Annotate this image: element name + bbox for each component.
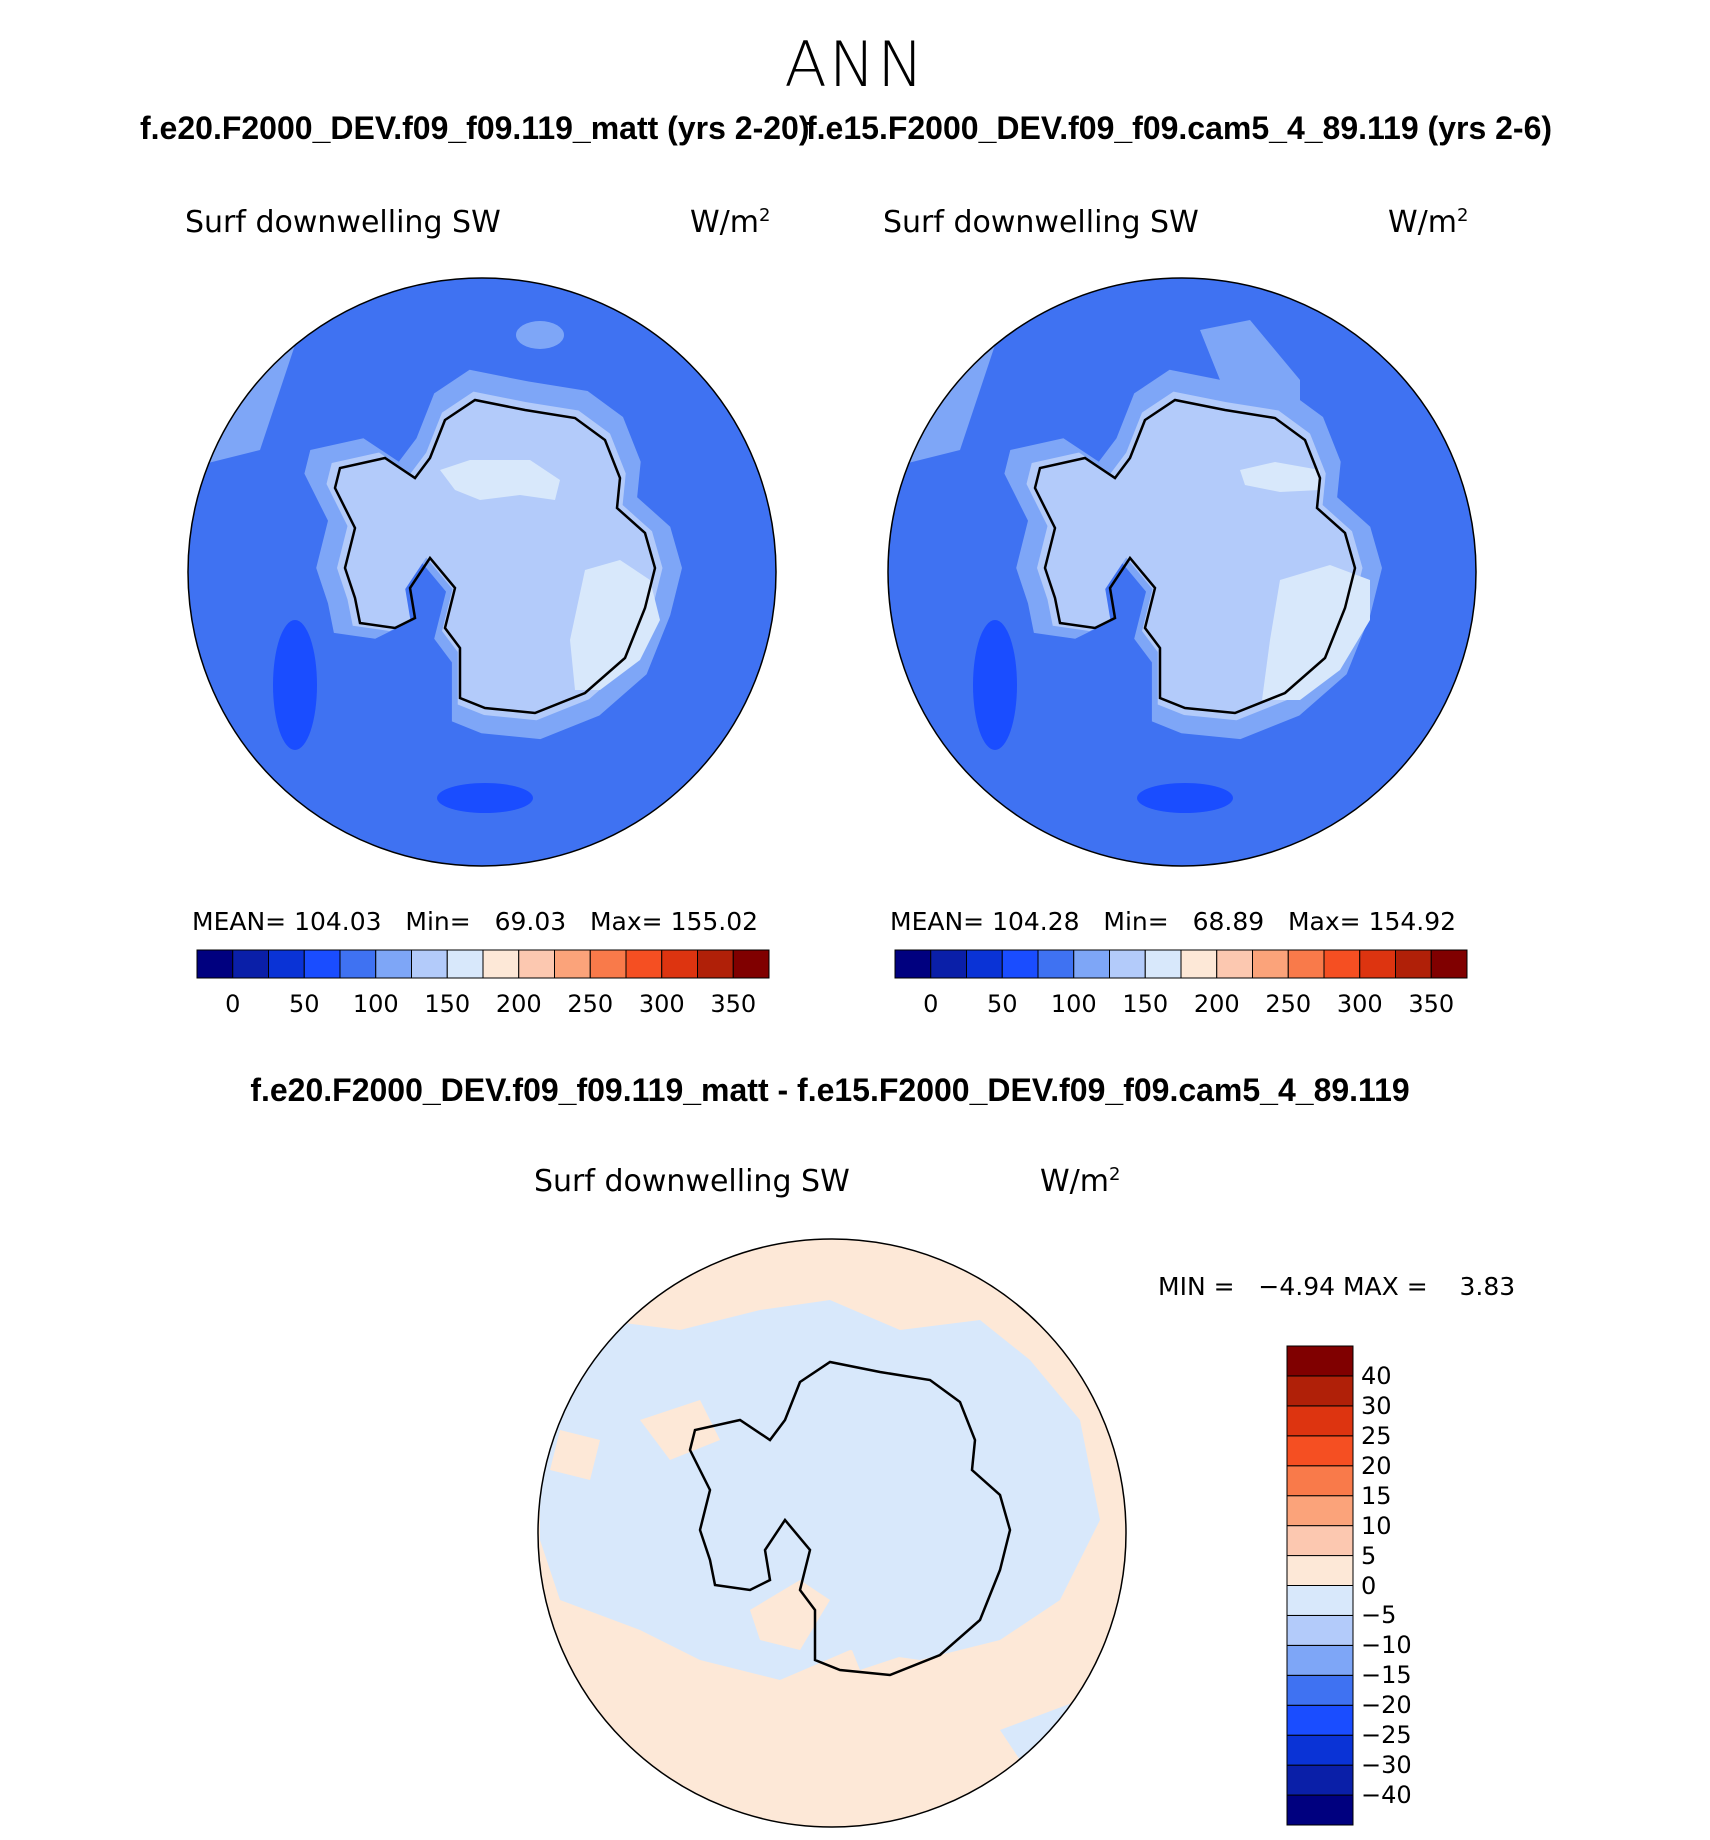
colorbar-1-swatch: [339, 949, 377, 979]
colorbar-panel-2: [894, 949, 1468, 979]
colorbar-1-swatch: [375, 949, 412, 979]
colorbar-1-swatch: [232, 949, 269, 979]
colorbar-panel-1: [196, 949, 770, 979]
panel1-units-label: W/m2: [690, 205, 771, 240]
colorbar-1-swatch: [196, 949, 234, 979]
colorbar-1-tick-label: 100: [352, 990, 399, 1018]
colorbar-3-swatch: [1286, 1495, 1354, 1527]
colorbar-2-swatch: [1001, 949, 1039, 979]
colorbar-1-tick-label: 350: [710, 990, 757, 1018]
colorbar-3-tick-label: −10: [1361, 1631, 1412, 1660]
colorbar-1-swatch: [446, 949, 484, 979]
colorbar-3-swatch: [1286, 1704, 1354, 1736]
panel2-stats: MEAN= 104.28 Min= 68.89 Max= 154.92: [890, 907, 1457, 936]
colorbar-1-swatch: [697, 949, 734, 979]
colorbar-3-swatch: [1286, 1465, 1354, 1497]
colorbar-1-tick-label: 250: [567, 990, 614, 1018]
colorbar-3-tick-label: −30: [1361, 1751, 1412, 1780]
colorbar-2-swatch: [930, 949, 967, 979]
colorbar-3-tick-label: 10: [1361, 1511, 1392, 1540]
colorbar-2-tick-label: 300: [1336, 990, 1383, 1018]
colorbar-2-swatch: [1395, 949, 1432, 979]
colorbar-panel-3: [1286, 1345, 1354, 1826]
colorbar-3-tick-label: −20: [1361, 1691, 1412, 1720]
colorbar-2-swatch: [1109, 949, 1146, 979]
colorbar-3-tick-label: 25: [1361, 1421, 1392, 1450]
colorbar-3-swatch: [1286, 1435, 1354, 1467]
colorbar-1-swatch: [732, 949, 770, 979]
colorbar-3-swatch: [1286, 1345, 1354, 1377]
colorbar-3-swatch: [1286, 1734, 1354, 1766]
colorbar-2-tick-label: 0: [923, 990, 939, 1018]
colorbar-1-swatch: [518, 949, 555, 979]
colorbar-1-swatch: [303, 949, 341, 979]
colorbar-3-swatch: [1286, 1405, 1354, 1437]
colorbar-3-tick-label: 15: [1361, 1481, 1392, 1510]
colorbar-2-swatch: [894, 949, 932, 979]
case2-title: f.e15.F2000_DEV.f09_f09.cam5_4_89.119 (y…: [806, 110, 1553, 146]
colorbar-2-swatch: [1287, 949, 1325, 979]
colorbar-1-swatch: [268, 949, 305, 979]
colorbar-2-swatch: [1323, 949, 1361, 979]
colorbar-3-swatch: [1286, 1525, 1354, 1557]
colorbar-3-swatch: [1286, 1794, 1354, 1826]
colorbar-2-swatch: [1430, 949, 1468, 979]
panel3-variable-label: Surf downwelling SW: [534, 1164, 850, 1199]
colorbar-2-swatch: [1359, 949, 1396, 979]
colorbar-2-tick-label: 200: [1193, 990, 1240, 1018]
colorbar-1-swatch: [589, 949, 627, 979]
colorbar-3-swatch: [1286, 1764, 1354, 1796]
colorbar-3-swatch: [1286, 1375, 1354, 1407]
colorbar-2-swatch: [1180, 949, 1218, 979]
colorbar-3-swatch: [1286, 1644, 1354, 1676]
colorbar-1-swatch: [554, 949, 591, 979]
colorbar-2-swatch: [1073, 949, 1110, 979]
colorbar-3-tick-label: −40: [1361, 1781, 1412, 1810]
map-panel-3: [537, 1238, 1127, 1828]
colorbar-2-swatch: [1037, 949, 1075, 979]
colorbar-3-swatch: [1286, 1585, 1354, 1616]
colorbar-3-tick-label: 20: [1361, 1451, 1392, 1480]
colorbar-1-swatch: [482, 949, 520, 979]
colorbar-2-tick-label: 150: [1122, 990, 1169, 1018]
colorbar-1-tick-label: 0: [225, 990, 241, 1018]
colorbar-1-tick-label: 200: [495, 990, 542, 1018]
colorbar-3-tick-label: −15: [1361, 1661, 1412, 1690]
colorbar-2-swatch: [1144, 949, 1182, 979]
colorbar-3-tick-label: 0: [1361, 1571, 1377, 1600]
panel1-variable-label: Surf downwelling SW: [185, 205, 501, 240]
season-title: ANN: [784, 28, 926, 101]
diff-title: f.e20.F2000_DEV.f09_f09.119_matt - f.e15…: [250, 1072, 1410, 1108]
colorbar-1-swatch: [411, 949, 448, 979]
colorbar-3-swatch: [1286, 1614, 1354, 1646]
panel3-stats: MIN = −4.94 MAX = 3.83: [1158, 1272, 1516, 1301]
panel2-variable-label: Surf downwelling SW: [883, 205, 1199, 240]
colorbar-3-tick-label: −25: [1361, 1721, 1412, 1750]
colorbar-3-swatch: [1286, 1674, 1354, 1706]
colorbar-2-tick-label: 350: [1408, 990, 1455, 1018]
colorbar-3-tick-label: 40: [1361, 1361, 1392, 1390]
colorbar-1-tick-label: 150: [424, 990, 471, 1018]
colorbar-1-tick-label: 50: [288, 990, 320, 1018]
map-panel-2: [887, 277, 1477, 867]
colorbar-2-swatch: [1252, 949, 1289, 979]
panel1-stats: MEAN= 104.03 Min= 69.03 Max= 155.02: [192, 907, 759, 936]
colorbar-2-swatch: [966, 949, 1003, 979]
colorbar-2-tick-label: 50: [986, 990, 1018, 1018]
colorbar-1-swatch: [661, 949, 698, 979]
colorbar-1-swatch: [625, 949, 663, 979]
colorbar-1-tick-label: 300: [638, 990, 685, 1018]
panel3-units-label: W/m2: [1040, 1164, 1121, 1199]
colorbar-3-tick-label: 5: [1361, 1541, 1377, 1570]
colorbar-3-swatch: [1286, 1555, 1354, 1586]
colorbar-2-swatch: [1216, 949, 1253, 979]
panel2-units-label: W/m2: [1388, 205, 1469, 240]
colorbar-2-tick-label: 250: [1265, 990, 1312, 1018]
colorbar-3-tick-label: 30: [1361, 1391, 1392, 1420]
case1-title: f.e20.F2000_DEV.f09_f09.119_matt (yrs 2-…: [140, 110, 810, 146]
colorbar-2-tick-label: 100: [1050, 990, 1097, 1018]
colorbar-3-tick-label: −5: [1361, 1601, 1397, 1630]
map-panel-1: [187, 277, 777, 867]
